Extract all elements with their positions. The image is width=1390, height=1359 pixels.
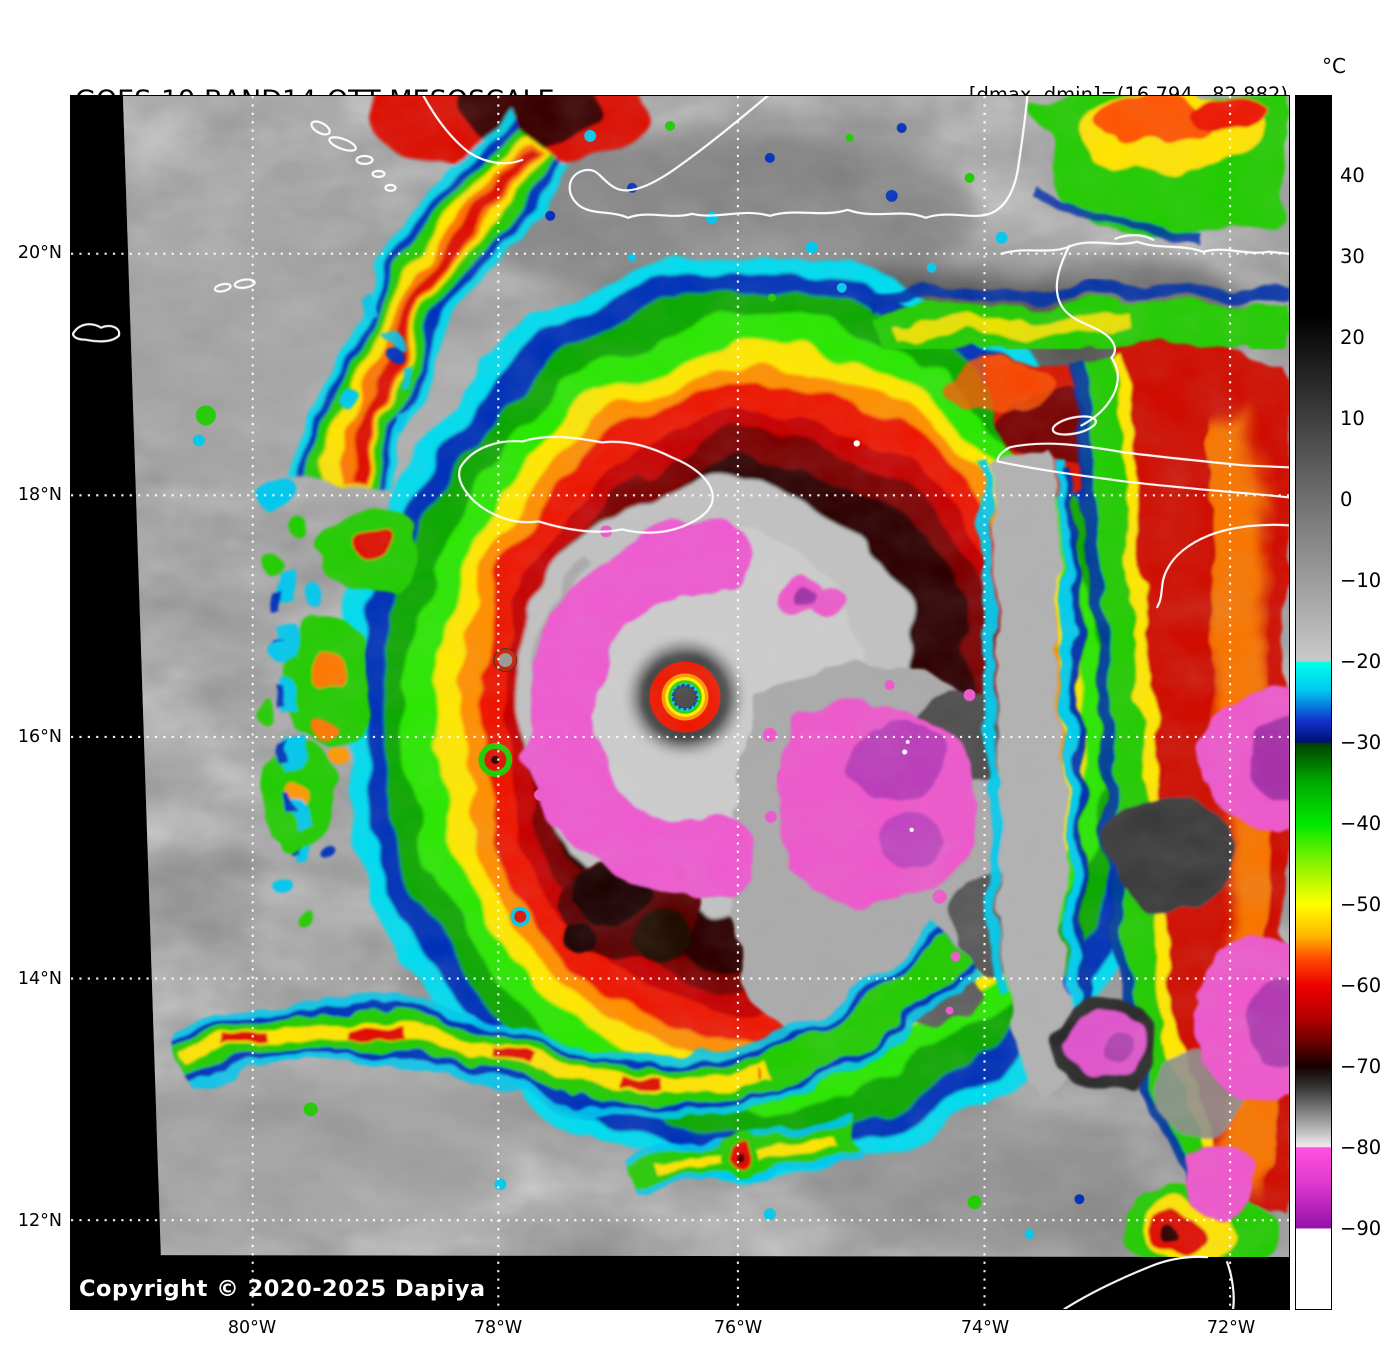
colorbar-tick-label: 0 xyxy=(1340,488,1353,511)
longitude-tick-label: 80°W xyxy=(227,1318,277,1338)
hispaniola-north-coast xyxy=(1000,240,1289,255)
colorbar-tick-label: 20 xyxy=(1340,326,1365,349)
colorbar-unit-label: °C xyxy=(1322,54,1346,78)
latitude-tick-label: 20°N xyxy=(17,243,62,263)
coastlines xyxy=(71,96,1289,1309)
colorbar-tick-label: −60 xyxy=(1340,974,1382,997)
latitude-tick-label: 18°N xyxy=(17,485,62,505)
copyright-label: Copyright © 2020-2025 Dapiya xyxy=(79,1276,486,1302)
longitude-tick-label: 74°W xyxy=(960,1318,1010,1338)
longitude-tick-label: 78°W xyxy=(473,1318,523,1338)
colorbar-tick-label: 30 xyxy=(1340,245,1365,268)
guajira-coastline xyxy=(1063,1255,1235,1309)
temperature-colorbar xyxy=(1295,95,1332,1310)
colorbar-tick-label: 40 xyxy=(1340,164,1365,187)
map-plot-area: Copyright © 2020-2025 Dapiya xyxy=(70,95,1290,1310)
colorbar-tick-label: −30 xyxy=(1340,731,1382,754)
colorbar-tick-label: −10 xyxy=(1340,569,1382,592)
lat-lon-grid xyxy=(71,96,1289,1309)
latitude-tick-label: 16°N xyxy=(17,727,62,747)
imagery-layer xyxy=(122,96,1289,1258)
longitude-tick-label: 72°W xyxy=(1206,1318,1256,1338)
satellite-image xyxy=(71,96,1289,1309)
colorbar-tick-label: 10 xyxy=(1340,407,1365,430)
colorbar-tick-label: −70 xyxy=(1340,1055,1382,1078)
colorbar-tick-label: −40 xyxy=(1340,812,1382,835)
island-over-no-data xyxy=(71,323,121,343)
colorbar-tick-label: −50 xyxy=(1340,893,1382,916)
cuba-coastline xyxy=(422,96,524,165)
latitude-tick-label: 12°N xyxy=(17,1211,62,1231)
colorbar-tick-labels: 40 30 20 10 0 −10 −20 −30 −40 −50 −60 −70 −80 −90 xyxy=(1340,95,1390,1310)
jamaica-coastline xyxy=(458,435,714,534)
colorbar-tick-label: −20 xyxy=(1340,650,1382,673)
latitude-tick-label: 14°N xyxy=(17,969,62,989)
longitude-axis-labels: 80°W 78°W 76°W 74°W 72°W xyxy=(70,1318,1290,1348)
latitude-axis-labels: 20°N 18°N 16°N 14°N 12°N xyxy=(0,95,66,1310)
longitude-tick-label: 76°W xyxy=(713,1318,763,1338)
colorbar-tick-label: −80 xyxy=(1340,1136,1382,1159)
colorbar-tick-label: −90 xyxy=(1340,1217,1382,1240)
